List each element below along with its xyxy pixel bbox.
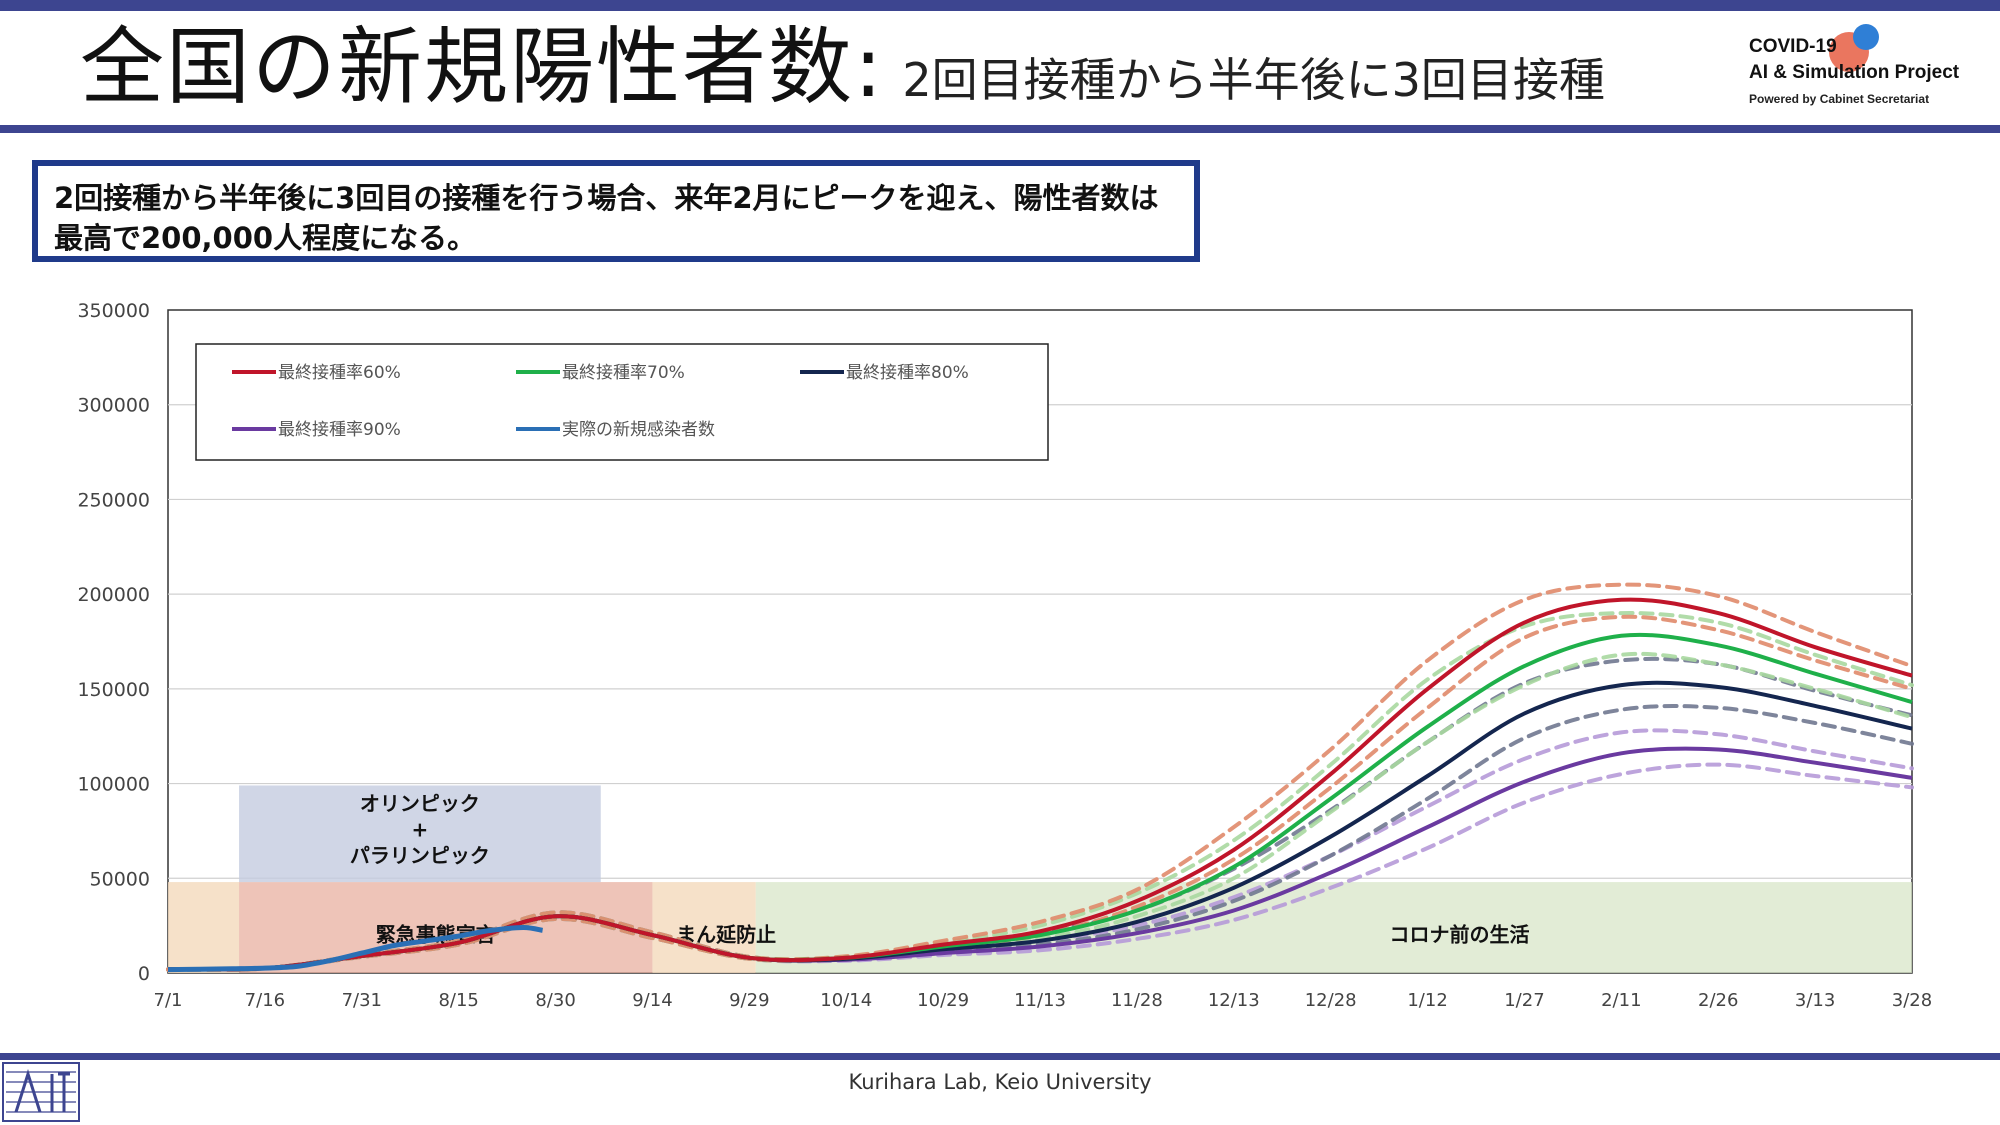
olympics-box: [239, 785, 601, 883]
x-tick-label: 9/14: [632, 990, 672, 1011]
series-rate70-lower-band: [166, 651, 1914, 972]
page-title: 全国の新規陽性者数: 2回目接種から半年後に3回目接種: [80, 12, 1605, 122]
y-tick-label: 100000: [77, 774, 150, 796]
olympics-label-3: パラリンピック: [350, 843, 490, 867]
x-tick-label: 2/26: [1698, 990, 1738, 1011]
x-tick-label: 12/13: [1208, 990, 1260, 1011]
summary-callout: 2回接種から半年後に3回目の接種を行う場合、来年2月にピークを迎え、陽性者数は最…: [32, 160, 1200, 262]
logo-line2: AI & Simulation Project: [1749, 62, 1960, 83]
legend-label-rate80: 最終接種率80%: [846, 363, 969, 383]
x-tick-label: 1/12: [1407, 990, 1447, 1011]
page-title-sub: 2回目接種から半年後に3回目接種: [902, 53, 1605, 107]
x-tick-label: 8/15: [438, 990, 478, 1011]
legend-label-actual: 実際の新規感染者数: [562, 420, 715, 440]
olympics-label-1: オリンピック: [360, 791, 480, 815]
logo-line1: COVID-19: [1749, 36, 1837, 57]
series-rate60-line: [167, 597, 1913, 972]
region-label-2: まん延防止: [676, 923, 776, 947]
x-tick-label: 2/11: [1601, 990, 1641, 1011]
y-tick-label: 300000: [77, 395, 150, 417]
project-logo: COVID-19 AI & Simulation Project Powered…: [1745, 24, 1985, 116]
legend-box: [195, 343, 1049, 461]
region-pre-emergency: [168, 882, 240, 973]
x-tick-label: 3/13: [1795, 990, 1835, 1011]
x-tick-label: 1/27: [1504, 990, 1544, 1011]
legend-label-rate60: 最終接種率60%: [278, 363, 401, 383]
x-tick-label: 11/13: [1014, 990, 1066, 1011]
x-tick-label: 3/28: [1892, 990, 1932, 1011]
y-tick-label: 0: [138, 963, 150, 985]
title-underline: [0, 125, 2000, 133]
x-tick-label: 7/1: [154, 990, 183, 1011]
footer-credit: Kurihara Lab, Keio University: [848, 1070, 1152, 1094]
lab-logo-icon: [2, 1062, 80, 1122]
legend-label-rate70: 最終接種率70%: [562, 363, 685, 383]
region-pre-corona: [755, 882, 1912, 973]
x-tick-label: 11/28: [1111, 990, 1163, 1011]
logo-blue-circle-icon: [1853, 24, 1879, 50]
y-tick-label: 150000: [77, 679, 150, 701]
olympics-label-2: +: [412, 817, 429, 841]
x-tick-label: 8/30: [535, 990, 575, 1011]
x-tick-label: 7/16: [245, 990, 285, 1011]
x-tick-label: 12/28: [1305, 990, 1357, 1011]
top-bar: [0, 0, 2000, 11]
footer-divider: [0, 1053, 2000, 1060]
y-tick-label: 200000: [77, 584, 150, 606]
x-tick-label: 9/29: [729, 990, 769, 1011]
x-tick-label: 10/14: [820, 990, 872, 1011]
y-tick-label: 350000: [77, 300, 150, 322]
logo-line3: Powered by Cabinet Secretariat: [1749, 92, 1930, 106]
summary-callout-text: 2回接種から半年後に3回目の接種を行う場合、来年2月にピークを迎え、陽性者数は最…: [54, 181, 1159, 255]
region-label-3: コロナ前の生活: [1390, 923, 1530, 947]
series-actual-line: [167, 924, 544, 973]
y-tick-label: 50000: [90, 868, 150, 890]
x-tick-label: 7/31: [342, 990, 382, 1011]
page-title-main: 全国の新規陽性者数:: [80, 18, 885, 116]
y-tick-label: 250000: [77, 489, 150, 511]
legend-label-rate90: 最終接種率90%: [278, 420, 401, 440]
x-tick-label: 10/29: [917, 990, 969, 1011]
region-emergency: [239, 882, 653, 973]
